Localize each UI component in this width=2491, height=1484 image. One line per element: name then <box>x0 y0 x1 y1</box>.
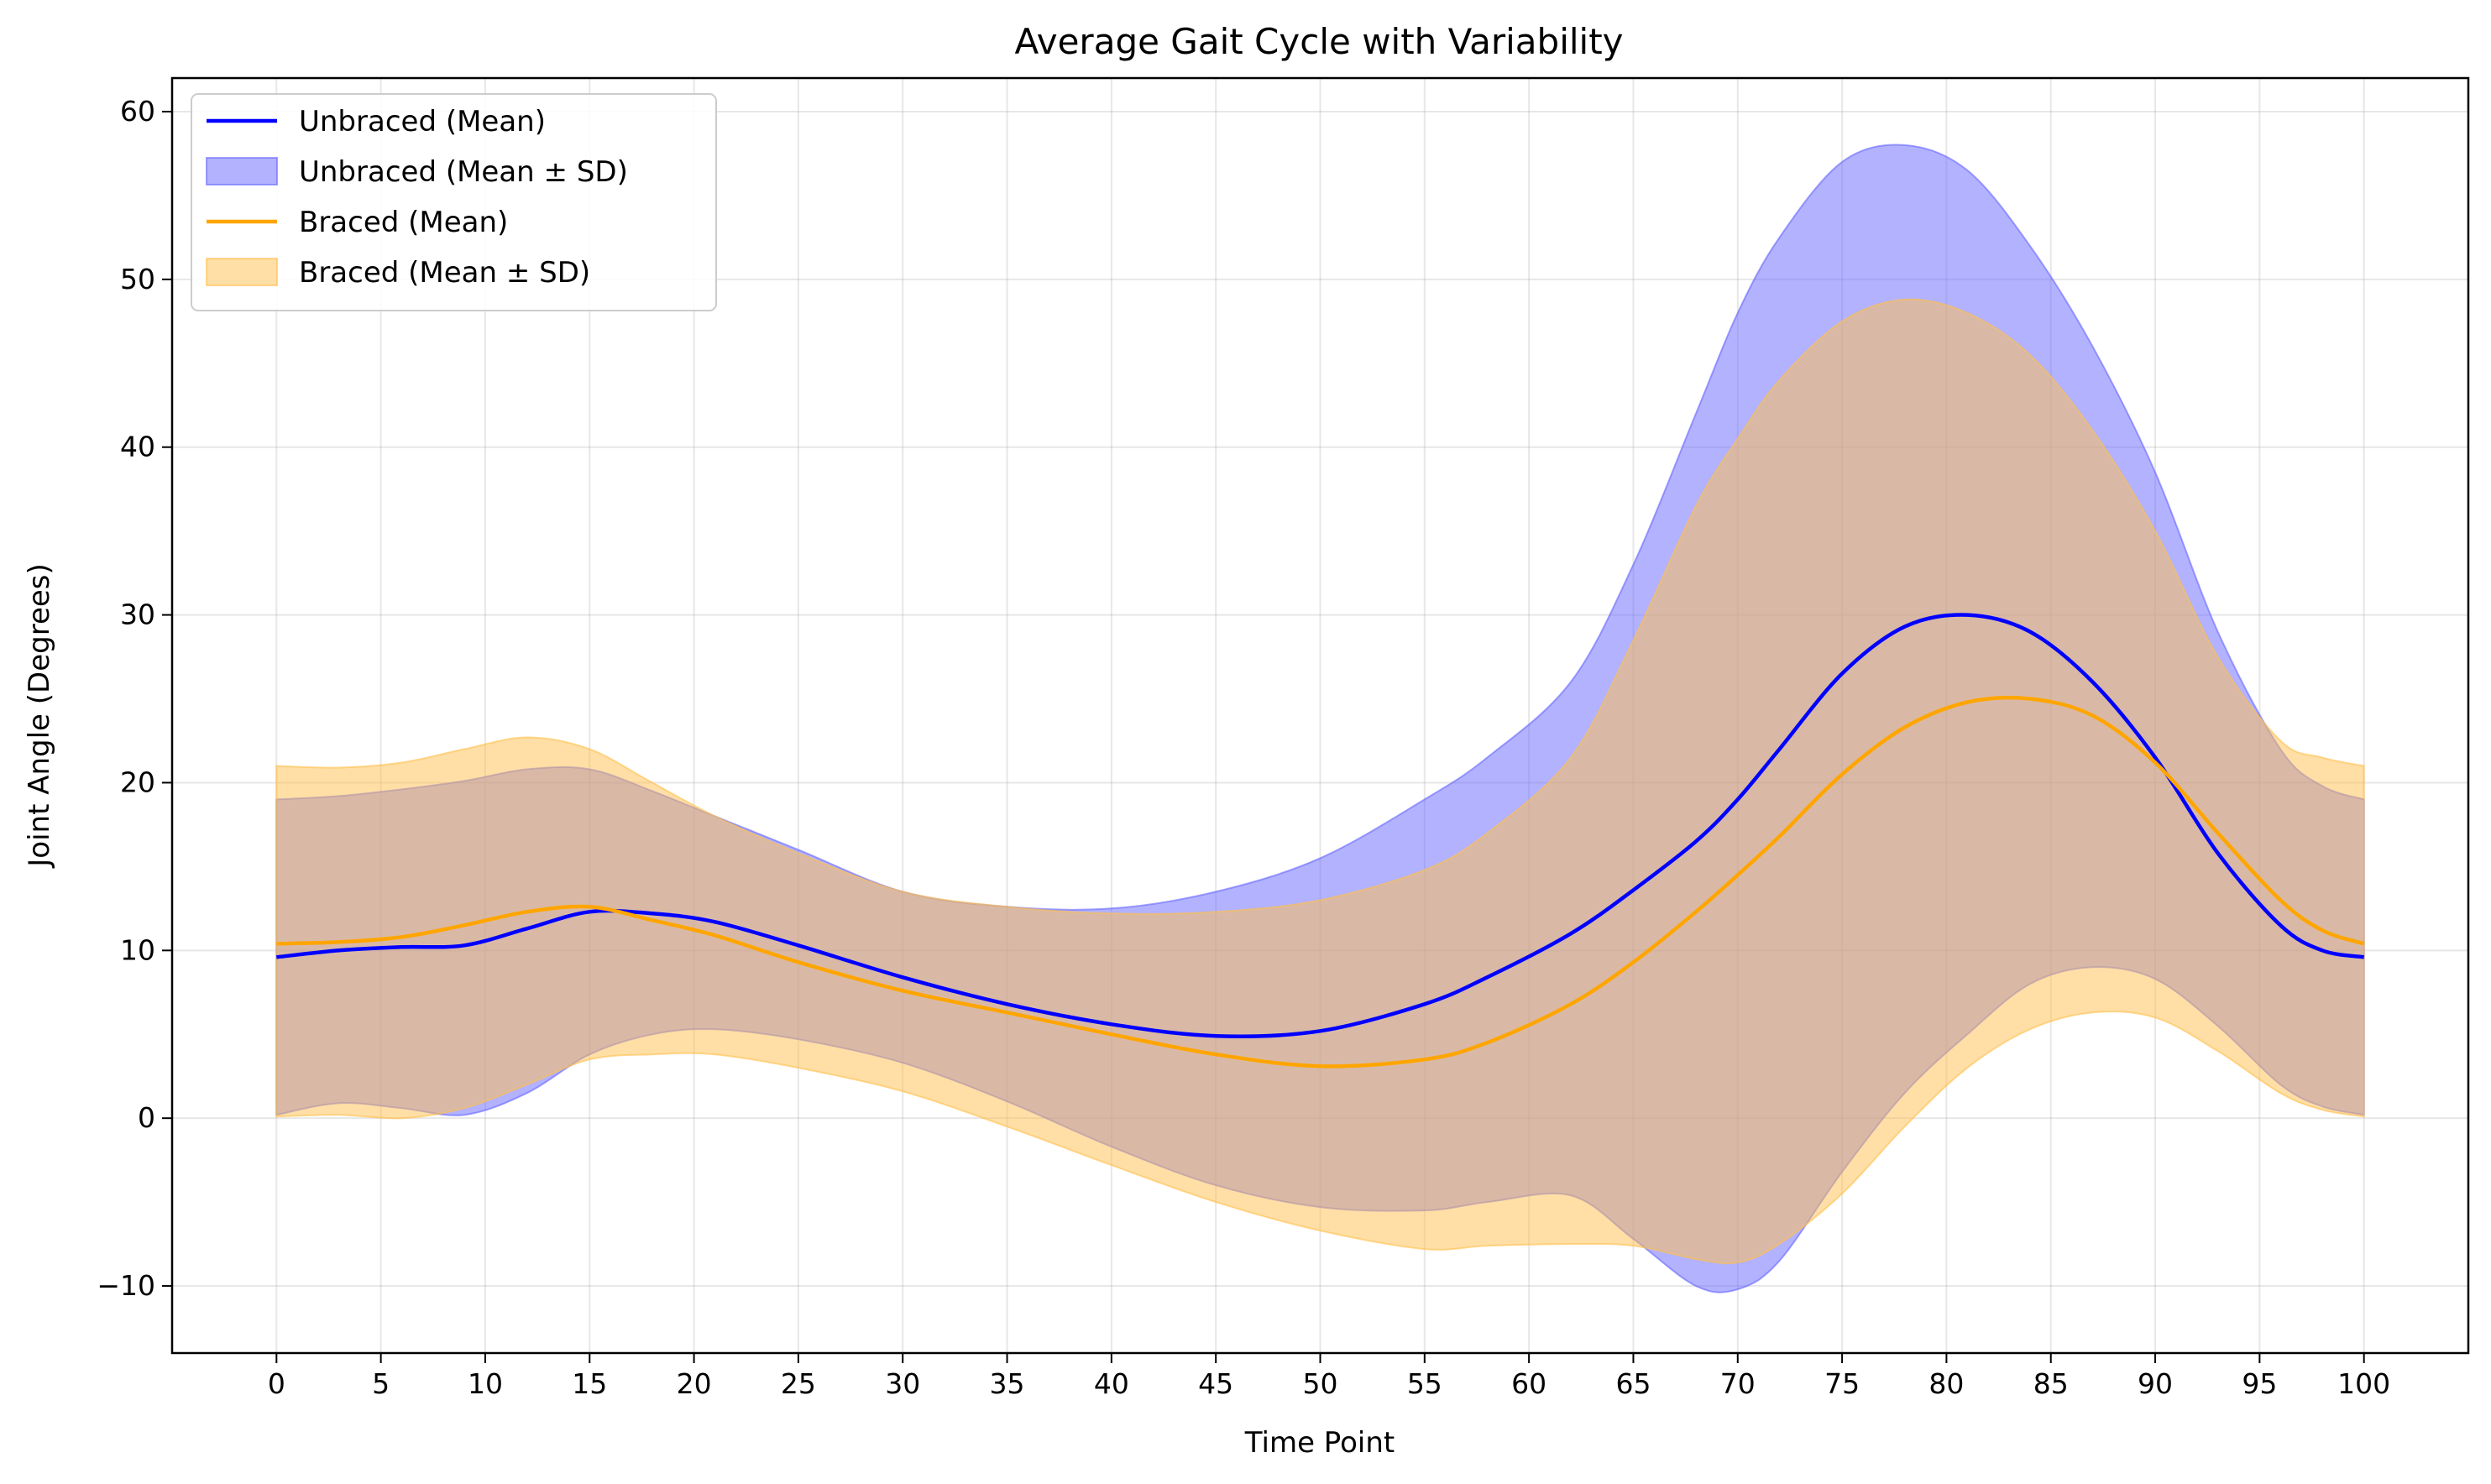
legend-label-0: Unbraced (Mean) <box>299 105 546 138</box>
x-tick-label: 50 <box>1303 1367 1338 1400</box>
y-axis-ticks: −10 0 10 20 30 40 50 60 <box>97 95 172 1302</box>
legend-box <box>191 93 717 311</box>
x-tick-label: 60 <box>1511 1367 1546 1400</box>
x-tick-label: 0 <box>268 1367 285 1400</box>
band-3 <box>275 298 2365 1265</box>
x-tick-label: 30 <box>885 1367 920 1400</box>
chart-title: Average Gait Cycle with Variability <box>1014 21 1623 62</box>
x-tick-label: 65 <box>1615 1367 1651 1400</box>
x-tick-label: 5 <box>372 1367 390 1400</box>
legend-label-2: Braced (Mean) <box>299 206 508 239</box>
x-tick-label: 95 <box>2242 1367 2277 1400</box>
x-tick-label: 45 <box>1198 1367 1233 1400</box>
y-tick-label: 10 <box>120 933 155 966</box>
y-tick-label: 20 <box>120 766 155 798</box>
legend-swatch-3 <box>206 258 278 286</box>
x-tick-label: 40 <box>1094 1367 1129 1400</box>
series-line-2 <box>276 695 2365 1069</box>
legend-label-1: Unbraced (Mean ± SD) <box>299 155 628 189</box>
y-axis-label: Joint Angle (Degrees) <box>23 563 56 869</box>
mean-lines <box>276 613 2365 1069</box>
y-tick-label: 40 <box>120 431 155 463</box>
x-tick-label: 75 <box>1824 1367 1860 1400</box>
x-tick-label: 90 <box>2138 1367 2173 1400</box>
legend: Unbraced (Mean) Unbraced (Mean ± SD) Brace… <box>191 93 717 311</box>
x-axis-label: Time Point <box>1244 1426 1395 1460</box>
x-tick-label: 10 <box>468 1367 503 1400</box>
sd-bands <box>275 144 2365 1293</box>
y-tick-label: 50 <box>120 263 155 295</box>
y-tick-label: 0 <box>138 1101 155 1134</box>
x-axis-ticks: 0 5 10 15 20 25 30 35 40 45 50 55 60 65 70 75 80 85 90 95 10… <box>268 1353 2390 1400</box>
x-tick-label: 35 <box>990 1367 1025 1400</box>
x-tick-label: 80 <box>1928 1367 1964 1400</box>
x-tick-label: 55 <box>1407 1367 1442 1400</box>
legend-swatch-1 <box>206 157 278 186</box>
y-tick-label: 30 <box>120 598 155 631</box>
y-tick-label: −10 <box>97 1269 155 1302</box>
x-tick-label: 20 <box>677 1367 712 1400</box>
x-tick-label: 70 <box>1720 1367 1756 1400</box>
x-tick-label: 25 <box>781 1367 816 1400</box>
x-tick-label: 100 <box>2337 1367 2390 1400</box>
x-tick-label: 15 <box>572 1367 607 1400</box>
legend-label-3: Braced (Mean ± SD) <box>299 256 590 290</box>
x-tick-label: 85 <box>2033 1367 2069 1400</box>
y-tick-label: 60 <box>120 95 155 128</box>
